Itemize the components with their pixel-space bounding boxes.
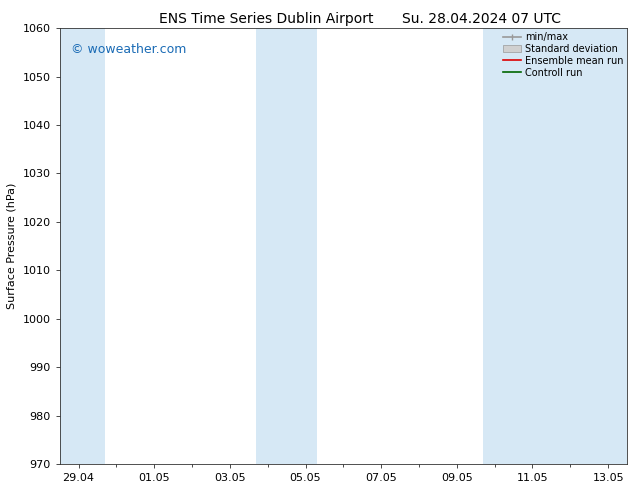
Text: Su. 28.04.2024 07 UTC: Su. 28.04.2024 07 UTC (403, 12, 561, 26)
Bar (60, 28, 105, 464)
Text: ENS Time Series Dublin Airport: ENS Time Series Dublin Airport (159, 12, 373, 26)
Bar (483, 28, 627, 464)
Text: © woweather.com: © woweather.com (71, 43, 186, 56)
Bar (256, 28, 317, 464)
Legend: min/max, Standard deviation, Ensemble mean run, Controll run: min/max, Standard deviation, Ensemble me… (501, 30, 625, 80)
Y-axis label: Surface Pressure (hPa): Surface Pressure (hPa) (7, 183, 17, 309)
